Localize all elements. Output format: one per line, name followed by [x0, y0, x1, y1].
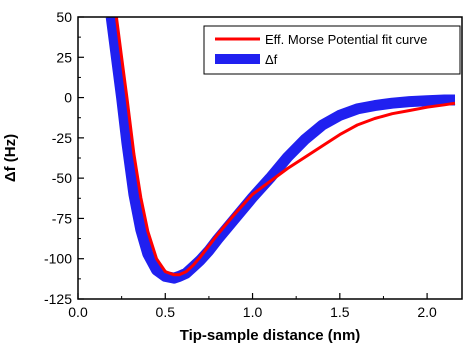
y-tick-label: -25 [52, 130, 72, 146]
y-tick-label: -125 [44, 291, 72, 307]
legend-label-delta-f: Δf [265, 52, 278, 67]
y-tick-label: -75 [52, 210, 72, 226]
series-delta-f [105, 17, 455, 284]
legend-swatch-delta-f [215, 54, 260, 64]
series-morse-fit [114, 17, 456, 277]
y-tick-label: 25 [56, 49, 72, 65]
y-tick-label: 0 [64, 90, 72, 106]
series-layer [105, 17, 456, 284]
x-tick-label: 1.0 [243, 304, 263, 320]
x-tick-label: 1.5 [330, 304, 350, 320]
y-tick-label: -100 [44, 251, 72, 267]
x-tick-label: 0.0 [68, 304, 88, 320]
legend: Eff. Morse Potential fit curve Δf [203, 25, 461, 75]
legend-box [203, 25, 461, 75]
x-tick-label: 2.0 [417, 304, 437, 320]
y-tick-label: 50 [56, 9, 72, 25]
x-axis: 0.0 0.5 1.0 1.5 2.0 [68, 293, 437, 320]
y-tick-label: -50 [52, 170, 72, 186]
x-axis-title: Tip-sample distance (nm) [180, 327, 361, 344]
y-axis-title: Δf (Hz) [2, 134, 19, 182]
legend-label-fit: Eff. Morse Potential fit curve [265, 32, 427, 47]
x-tick-label: 0.5 [156, 304, 176, 320]
y-axis: 50 25 0 -25 -50 -75 -100 -125 [44, 9, 84, 307]
